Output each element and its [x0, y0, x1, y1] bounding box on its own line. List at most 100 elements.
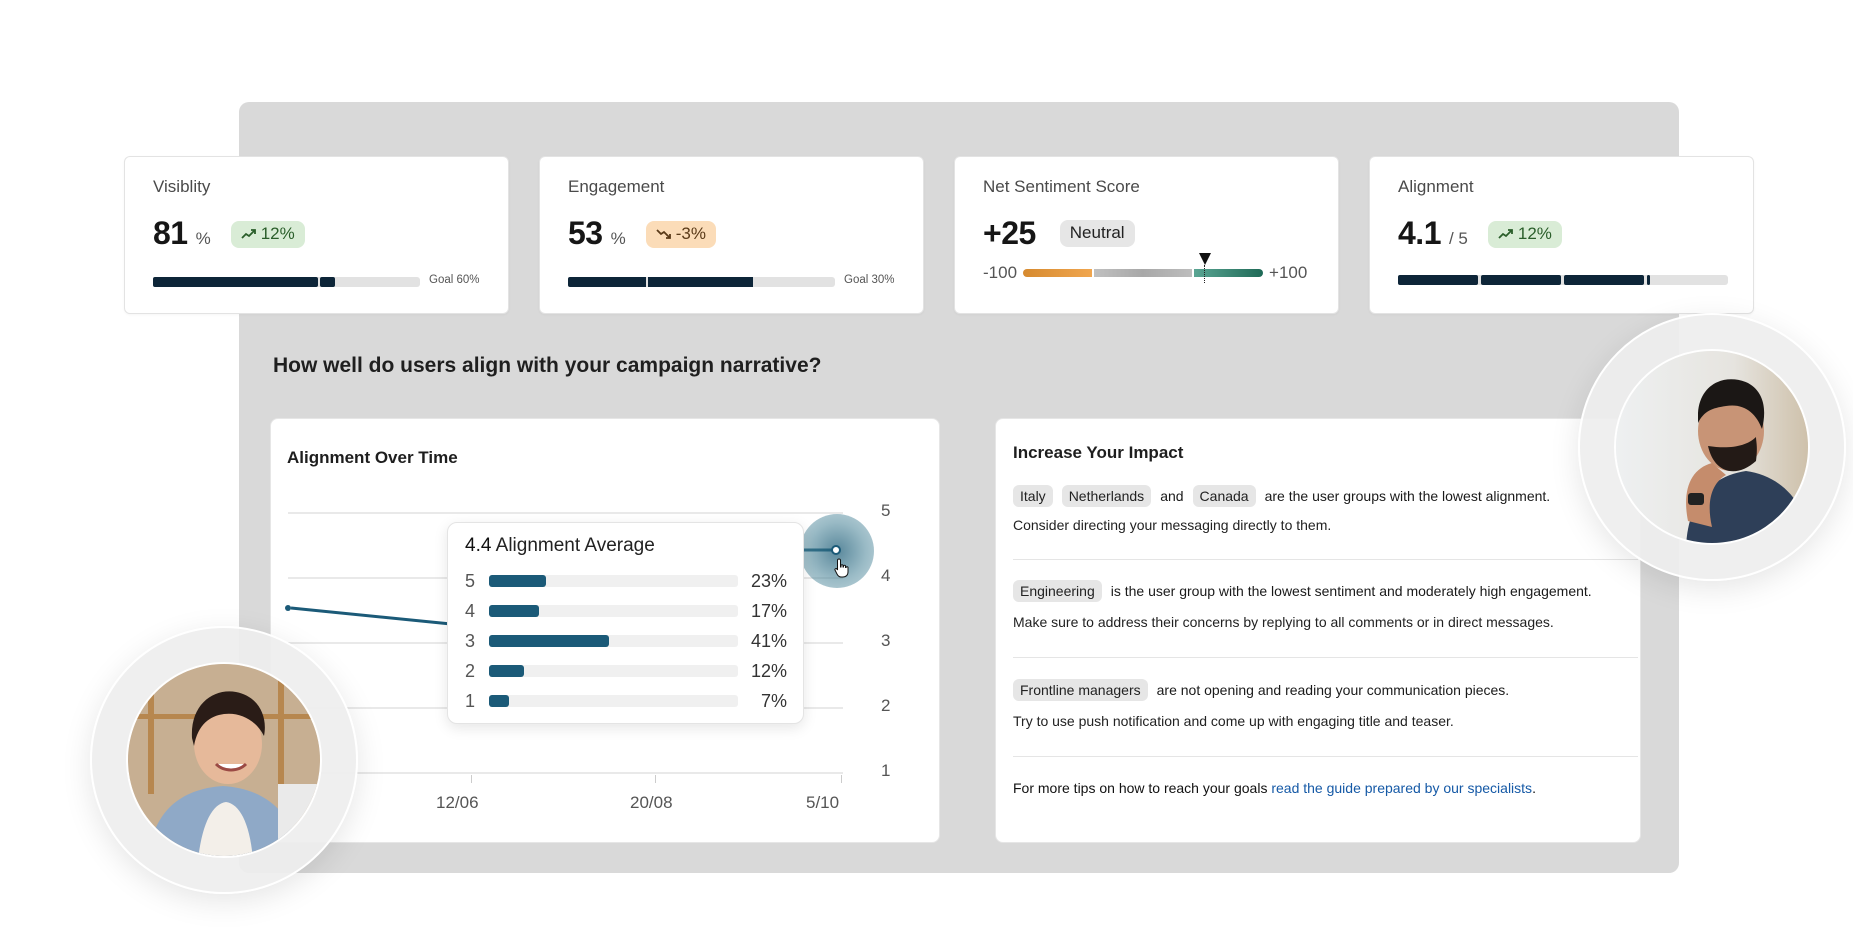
kpi-card-net-sentiment: Net Sentiment Score +25 Neutral -100 +10… [954, 156, 1339, 314]
kpi-card-alignment: Alignment 4.1 / 5 12% [1369, 156, 1754, 314]
progress-segment [1398, 275, 1478, 285]
kpi-unit: % [610, 229, 626, 248]
trend-up-icon [1498, 229, 1513, 239]
insight-statement: are not opening and reading your communi… [1156, 682, 1510, 698]
progress-segment [1564, 275, 1644, 285]
tooltip-label: Alignment Average [495, 535, 655, 556]
section-question: How well do users align with your campai… [273, 354, 822, 377]
trend-down-icon [656, 229, 671, 239]
specialists-guide-link[interactable]: read the guide prepared by our specialis… [1271, 780, 1533, 796]
scale-min-label: -100 [983, 263, 1018, 282]
trend-badge: 12% [1487, 220, 1562, 248]
user-group-chip[interactable]: Canada [1192, 485, 1256, 507]
marker-line [1204, 265, 1206, 283]
x-tick [655, 775, 656, 783]
x-tick [471, 775, 472, 783]
kpi-title: Alignment [1398, 177, 1474, 196]
goal-label: Goal 30% [844, 274, 895, 286]
user-group-chip[interactable]: Netherlands [1061, 485, 1152, 507]
tooltip-row: 1 7% [465, 690, 787, 711]
distribution-bar [489, 575, 547, 587]
alignment-over-time-card: Alignment Over Time 5 4 3 2 1 12/06 20/0… [270, 418, 940, 843]
x-tick-label: 12/06 [436, 793, 479, 812]
sentiment-status-badge: Neutral [1059, 219, 1135, 247]
scale-max-label: +100 [1269, 263, 1308, 282]
hand-cursor-icon [834, 558, 849, 578]
sentiment-scale: -100 +100 [983, 253, 1308, 283]
alignment-progress-bar [1398, 275, 1728, 285]
insight-item: Italy Netherlands and Canada are the use… [1013, 485, 1623, 533]
progress-segment [153, 277, 318, 287]
insight-advice: Make sure to address their concerns by r… [1013, 614, 1554, 630]
tooltip-value: 4.4 [465, 535, 492, 556]
kpi-title: Net Sentiment Score [983, 177, 1140, 196]
kpi-value: 53 [568, 215, 603, 251]
neutral-range [1093, 269, 1193, 277]
footer-tip: For more tips on how to reach your goals… [1013, 780, 1536, 796]
divider [1013, 756, 1638, 757]
kpi-card-visibility: Visiblity 81 % 12% Goal 60% [124, 156, 509, 314]
kpi-unit: % [195, 229, 211, 248]
y-tick-label: 5 [881, 501, 891, 520]
y-tick-label: 2 [881, 696, 891, 715]
visibility-progress-bar [153, 277, 420, 287]
engagement-progress-bar [568, 277, 835, 287]
tooltip-row: 5 23% [465, 570, 787, 591]
kpi-card-engagement: Engagement 53 % -3% Goal 30% [539, 156, 924, 314]
alignment-tooltip: 4.4 Alignment Average 5 23% 4 17% 3 41% … [447, 522, 804, 724]
y-tick-label: 4 [881, 566, 891, 585]
kpi-value: 4.1 [1398, 215, 1441, 251]
distribution-bar [489, 605, 539, 617]
kpi-unit: / 5 [1448, 229, 1468, 248]
progress-segment [1647, 275, 1650, 285]
tooltip-row: 2 12% [465, 660, 787, 681]
divider [1013, 657, 1638, 658]
x-axis-line [288, 772, 843, 774]
sentiment-marker-icon [1199, 253, 1212, 265]
trend-badge: -3% [645, 220, 716, 248]
person-photo-icon [128, 664, 320, 856]
distribution-bar [489, 695, 509, 707]
y-tick-label: 3 [881, 631, 891, 650]
distribution-bar [489, 635, 609, 647]
tooltip-row: 3 41% [465, 630, 787, 651]
x-tick-label: 5/10 [806, 793, 840, 812]
kpi-value: +25 [983, 215, 1036, 251]
data-point-5-10[interactable] [831, 545, 841, 555]
progress-segment [320, 277, 335, 287]
tooltip-heading: 4.4 Alignment Average [465, 535, 655, 557]
avatar-photo [1614, 349, 1810, 545]
user-group-chip[interactable]: Frontline managers [1013, 679, 1148, 701]
goal-label: Goal 60% [429, 274, 480, 286]
insight-advice: Try to use push notification and come up… [1013, 713, 1454, 729]
avatar-photo [126, 662, 322, 858]
divider [1013, 559, 1638, 560]
insight-advice: Consider directing your messaging direct… [1013, 517, 1332, 533]
avatar-user-man [1578, 313, 1846, 581]
user-group-chip[interactable]: Italy [1013, 485, 1053, 507]
insight-statement: are the user groups with the lowest alig… [1264, 488, 1551, 504]
kpi-title: Visiblity [153, 177, 211, 196]
insight-item: Engineering is the user group with the l… [1013, 580, 1623, 630]
progress-segment [648, 277, 753, 287]
x-tick [841, 775, 842, 783]
progress-segment [1481, 275, 1561, 285]
negative-range [1023, 269, 1092, 277]
gridline [288, 512, 843, 514]
user-group-chip[interactable]: Engineering [1013, 580, 1102, 602]
trend-badge: 12% [230, 220, 305, 248]
distribution-bar [489, 665, 524, 677]
impact-title: Increase Your Impact [1013, 443, 1184, 462]
insight-item: Frontline managers are not opening and r… [1013, 679, 1623, 729]
trend-up-icon [241, 229, 256, 239]
person-photo-icon [1616, 351, 1808, 543]
avatar-user-woman [90, 626, 358, 894]
increase-impact-card: Increase Your Impact Italy Netherlands a… [995, 418, 1641, 843]
chart-title: Alignment Over Time [287, 448, 458, 467]
tooltip-row: 4 17% [465, 600, 787, 621]
kpi-title: Engagement [568, 177, 665, 196]
progress-segment [568, 277, 646, 287]
kpi-value: 81 [153, 215, 188, 251]
y-tick-label: 1 [881, 761, 891, 780]
sentiment-gauge [1023, 253, 1264, 283]
